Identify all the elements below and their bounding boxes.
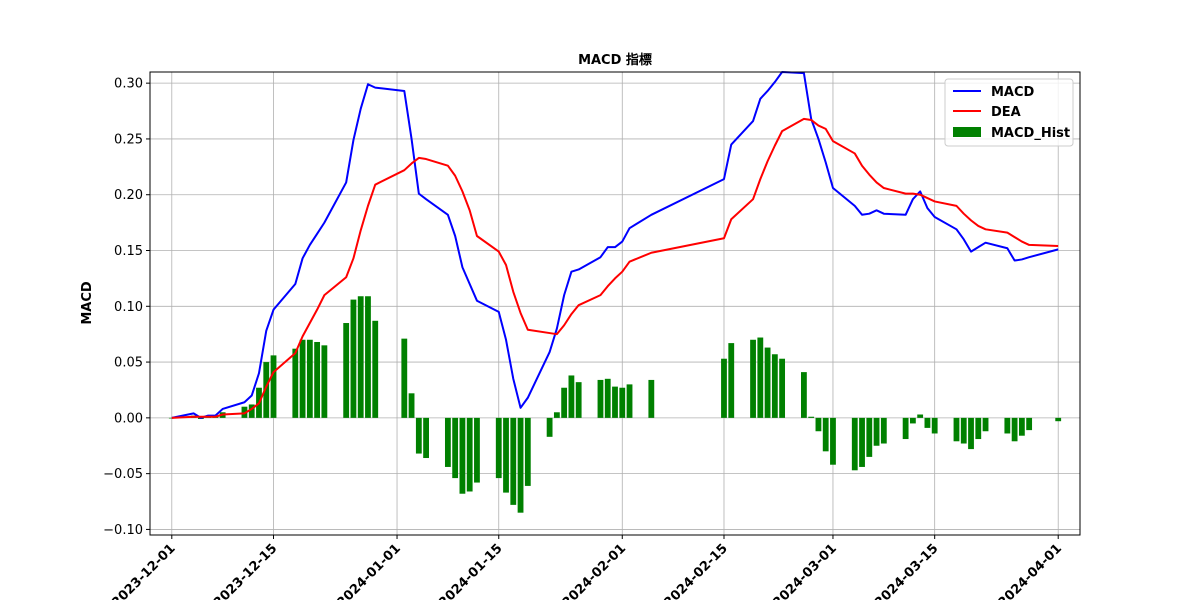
histogram-bar xyxy=(350,299,357,418)
histogram-bar xyxy=(263,362,270,418)
histogram-bar xyxy=(771,354,778,418)
histogram-bar xyxy=(604,378,611,418)
histogram-bar xyxy=(917,414,924,418)
legend-label-hist: MACD_Hist xyxy=(991,126,1070,141)
histogram-bar xyxy=(648,379,655,418)
histogram-bar xyxy=(880,417,887,444)
histogram-bar xyxy=(909,417,916,424)
y-tick-label: 0.15 xyxy=(114,244,143,259)
y-axis-ticks: −0.10 −0.05 0.00 0.05 0.10 0.15 0.20 0.25 0.30 xyxy=(103,77,150,538)
histogram-bar xyxy=(444,417,451,467)
series-line-dea xyxy=(171,117,1059,419)
histogram-bar xyxy=(626,384,633,418)
histogram-bar xyxy=(503,417,509,493)
histogram-bar xyxy=(401,338,408,418)
legend-swatch-hist xyxy=(953,127,981,137)
histogram-bar xyxy=(408,393,415,418)
histogram-bar xyxy=(808,416,815,418)
histogram-bar xyxy=(372,320,379,418)
histogram-bar xyxy=(953,417,960,442)
histogram-bar xyxy=(321,345,328,418)
histogram-bar xyxy=(474,417,480,483)
histogram-bar xyxy=(357,296,364,418)
histogram-bar xyxy=(517,417,524,513)
y-tick-label: 0.00 xyxy=(114,411,143,426)
y-tick-label: 0.25 xyxy=(114,132,143,147)
histogram-bar xyxy=(612,386,618,418)
y-tick-label: 0.10 xyxy=(114,300,143,315)
histogram-bar xyxy=(902,417,909,440)
histogram-bar xyxy=(815,417,822,432)
histogram-bar xyxy=(546,417,553,437)
histogram-bar xyxy=(779,358,786,418)
histogram-bar xyxy=(1011,417,1018,442)
histogram-bar xyxy=(975,417,982,440)
histogram-bar xyxy=(1055,417,1062,422)
histogram-bar xyxy=(299,339,306,418)
histogram-bar xyxy=(859,417,865,467)
histogram-bar xyxy=(314,341,321,418)
y-tick-label: 0.05 xyxy=(114,356,143,371)
histogram-bar xyxy=(510,417,517,505)
chart-title: MACD 指標 xyxy=(578,52,652,68)
histogram-bar xyxy=(982,417,989,432)
histogram-bar xyxy=(306,339,313,418)
histogram-bar xyxy=(619,387,626,418)
plot-frame xyxy=(149,71,1081,536)
histogram-bar xyxy=(750,339,756,418)
histogram-bar xyxy=(1026,417,1033,431)
legend-label-macd: MACD xyxy=(991,85,1035,100)
y-tick-label: −0.10 xyxy=(103,523,143,538)
histogram-bar xyxy=(866,417,873,457)
histogram-bar xyxy=(459,417,466,494)
histogram-bar xyxy=(561,387,568,418)
y-tick-label: 0.30 xyxy=(114,77,143,92)
histogram-bar xyxy=(495,417,502,479)
histogram-bar xyxy=(764,347,771,418)
histogram-bar xyxy=(822,417,829,452)
histogram-bar xyxy=(553,412,560,418)
histogram-bar xyxy=(466,417,473,492)
legend-label-dea: DEA xyxy=(991,105,1021,120)
histogram-bar xyxy=(452,417,459,479)
histogram-bar xyxy=(292,348,299,418)
histogram-bar xyxy=(801,372,807,418)
series-line-macd xyxy=(171,71,1059,419)
histogram-bar xyxy=(365,296,371,418)
histogram-bar xyxy=(568,375,575,418)
histogram-bar xyxy=(1018,417,1025,436)
histogram-bar xyxy=(851,417,858,471)
histogram-bar xyxy=(873,417,880,446)
histogram-bar xyxy=(168,417,175,419)
histogram-bar xyxy=(248,404,255,418)
series-lines xyxy=(171,71,1059,419)
histogram-bar xyxy=(830,417,836,465)
histogram-bar xyxy=(924,417,931,428)
histogram-bar xyxy=(423,417,429,459)
histogram-bar xyxy=(270,355,277,418)
histogram-bar xyxy=(343,323,350,418)
y-axis-label: MACD xyxy=(80,281,95,325)
histogram-bar xyxy=(931,417,938,434)
histogram-bar xyxy=(575,382,582,418)
histogram-bar xyxy=(721,358,727,418)
histogram-bar xyxy=(415,417,422,454)
y-tick-label: −0.05 xyxy=(103,467,143,482)
chart-legend: MACD DEA MACD_Hist xyxy=(944,78,1074,147)
histogram-bar xyxy=(757,337,764,418)
histogram-bar xyxy=(728,343,735,418)
histogram-bar xyxy=(960,417,967,444)
histogram-bar xyxy=(524,417,531,486)
y-tick-label: 0.20 xyxy=(114,188,143,203)
histogram-bar xyxy=(597,379,604,418)
histogram-bar xyxy=(1004,417,1011,434)
histogram-bar xyxy=(968,417,974,450)
